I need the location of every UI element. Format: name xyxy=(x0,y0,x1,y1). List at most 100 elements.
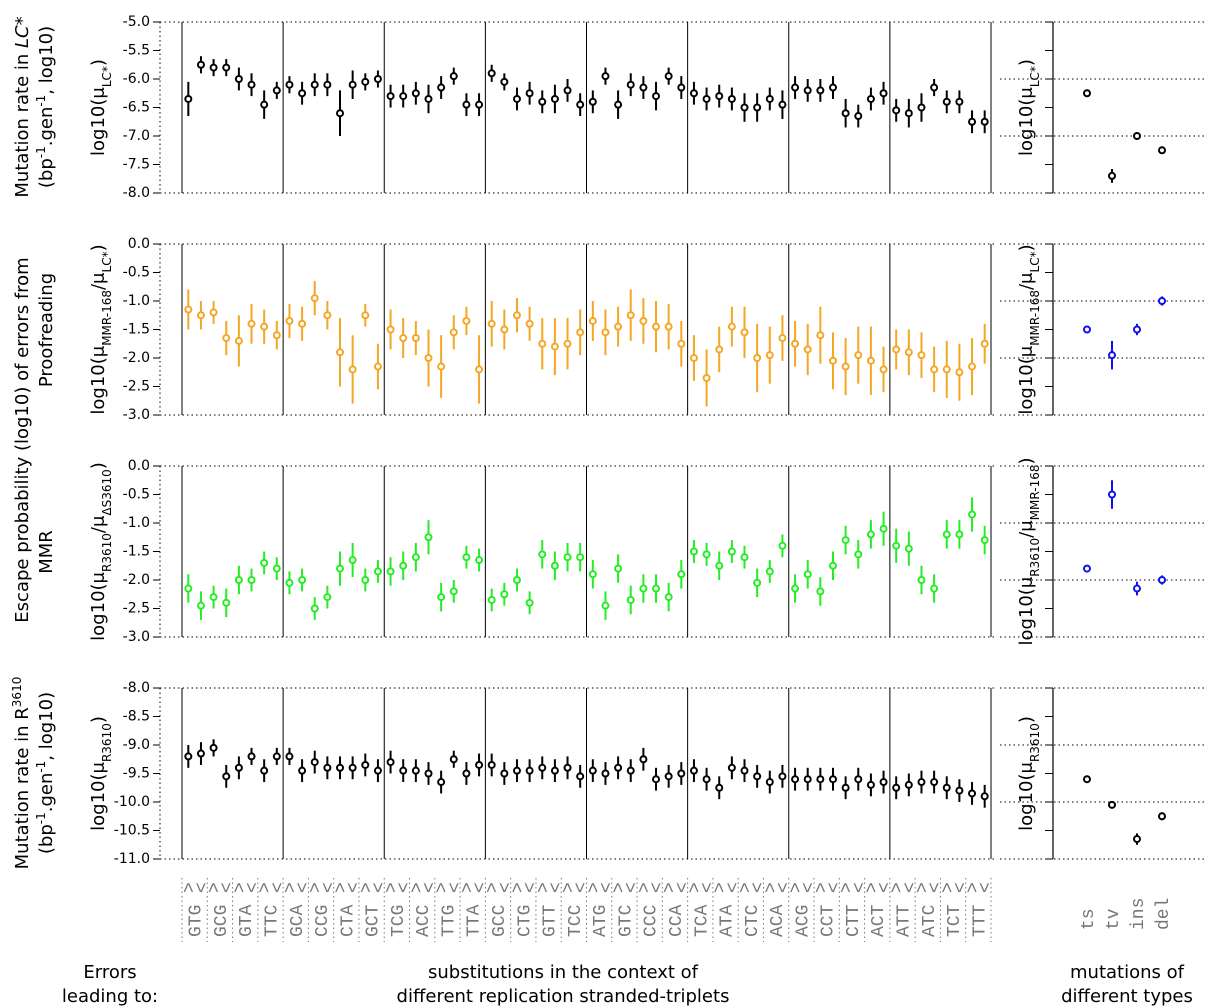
point xyxy=(247,752,256,761)
point xyxy=(652,775,661,784)
point xyxy=(702,373,711,382)
point xyxy=(373,75,382,83)
y-tick-label: 0.0 xyxy=(128,458,150,474)
x-tick-label: > xyxy=(408,882,428,893)
point xyxy=(323,593,332,602)
point xyxy=(588,97,597,106)
point xyxy=(816,331,825,340)
x-tick-label: < xyxy=(572,882,592,893)
y-axis-label-part: ) xyxy=(88,59,109,66)
point xyxy=(348,763,357,772)
row-label-part: .gen xyxy=(36,773,57,813)
point xyxy=(689,89,698,98)
point xyxy=(411,553,420,562)
row-label-part: -1 xyxy=(34,761,48,773)
point xyxy=(753,103,762,112)
point xyxy=(1108,800,1116,809)
point xyxy=(854,351,863,360)
point xyxy=(803,86,812,95)
point xyxy=(942,97,951,106)
x-tick-label: > xyxy=(458,882,478,893)
point xyxy=(702,550,711,559)
point xyxy=(500,590,509,599)
y-axis-label: log10(μMMR-168/μLC*) xyxy=(1016,244,1042,414)
x-tick-label: < xyxy=(825,882,845,893)
y-axis-label-part: log10(μ xyxy=(88,571,109,640)
point xyxy=(209,593,218,602)
point xyxy=(930,83,939,92)
x-tick-label: < xyxy=(547,882,567,893)
row-label-part: 3610 xyxy=(10,677,24,708)
y-axis-label-part: /μ xyxy=(88,272,109,290)
point xyxy=(740,766,749,775)
x-tick-label: > xyxy=(686,882,706,893)
point xyxy=(184,305,193,314)
point xyxy=(525,319,534,328)
x-tick-label: CCG xyxy=(313,905,333,937)
y-axis-label-part: ) xyxy=(1016,716,1037,723)
x-tick-label: ACT xyxy=(869,904,889,937)
footer: different replication stranded-triplets xyxy=(397,986,730,1007)
point xyxy=(260,766,269,775)
point xyxy=(765,778,774,787)
x-tick-label: < xyxy=(269,882,289,893)
point xyxy=(234,576,243,584)
point xyxy=(778,334,787,343)
point xyxy=(904,544,913,553)
point xyxy=(791,339,800,348)
y-tick-label: 0.0 xyxy=(128,236,150,252)
point xyxy=(386,325,395,334)
x-tick-label: < xyxy=(395,882,415,893)
x-tick-label: > xyxy=(231,882,251,893)
x-tick-label: > xyxy=(888,882,908,893)
point xyxy=(512,766,521,775)
point xyxy=(424,533,433,542)
point xyxy=(361,77,370,86)
point xyxy=(854,550,863,559)
point xyxy=(348,365,357,374)
point xyxy=(462,100,471,109)
point xyxy=(639,83,648,92)
y-tick-label: -3.0 xyxy=(123,407,150,423)
point xyxy=(626,766,635,775)
point xyxy=(601,769,610,778)
x-tick-label: tv xyxy=(1104,908,1124,930)
y-tick-label: -0.5 xyxy=(123,487,150,503)
point xyxy=(816,86,825,95)
point xyxy=(500,325,509,334)
point xyxy=(1083,775,1091,784)
x-tick-label: GTG xyxy=(187,905,207,937)
x-tick-label: TTC xyxy=(262,904,282,937)
point xyxy=(462,553,471,562)
row-label: Mutation rate in LC* xyxy=(12,16,33,197)
y-axis-label-part: ) xyxy=(1016,457,1037,464)
point xyxy=(892,345,901,354)
x-tick-label: del xyxy=(1154,898,1174,930)
point xyxy=(892,541,901,550)
point xyxy=(677,769,686,778)
point xyxy=(399,334,408,343)
point xyxy=(803,570,812,579)
point xyxy=(1083,89,1091,98)
point xyxy=(1133,132,1141,140)
y-tick-label: -3.0 xyxy=(123,629,150,645)
point xyxy=(1133,325,1141,334)
x-tick-label: > xyxy=(939,882,959,893)
x-tick-label: > xyxy=(913,882,933,893)
x-tick-label: < xyxy=(876,882,896,893)
point xyxy=(500,77,509,86)
point xyxy=(222,598,231,607)
y-axis-label-part: MMR-168 xyxy=(100,290,114,346)
point xyxy=(411,89,420,98)
x-tick-label: > xyxy=(610,882,630,893)
point xyxy=(500,769,509,778)
x-tick-label: < xyxy=(648,882,668,893)
point xyxy=(614,564,623,573)
point xyxy=(588,316,597,325)
point xyxy=(336,564,345,573)
point xyxy=(980,536,989,545)
x-tick-label: > xyxy=(484,882,504,893)
point xyxy=(550,94,559,103)
point xyxy=(715,783,724,792)
point xyxy=(904,109,913,118)
